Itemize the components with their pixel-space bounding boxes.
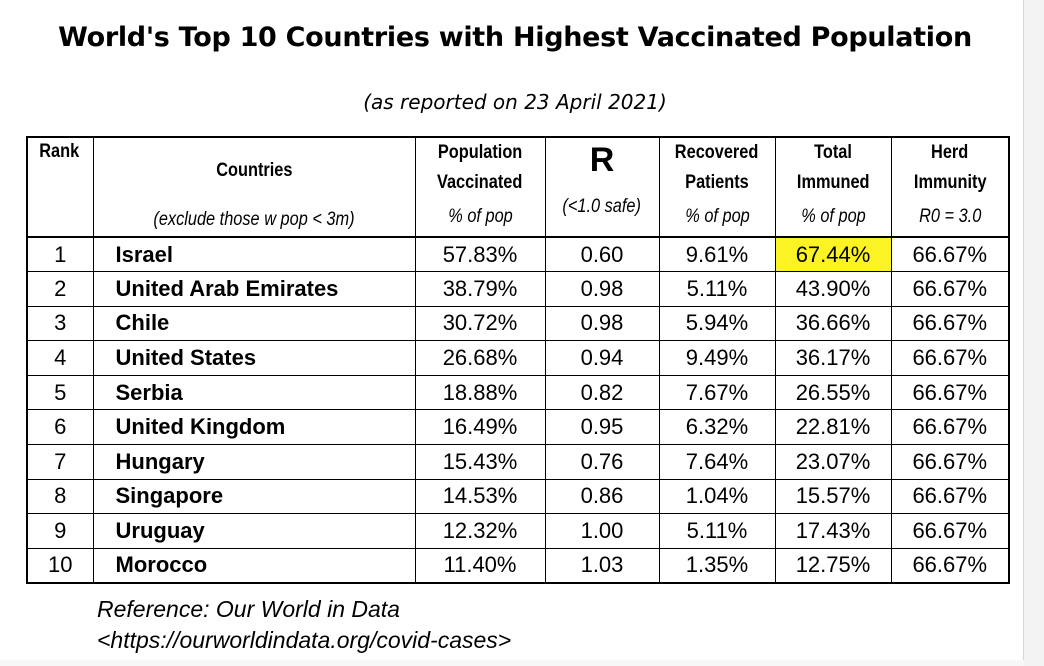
immuned-cell-highlighted: 67.44% <box>774 236 892 272</box>
vaccination-table: Rank Countries (exclude those w pop < 3m… <box>26 136 1010 584</box>
recovered-cell: 5.11% <box>658 513 776 549</box>
header-row: Rank Countries (exclude those w pop < 3m… <box>26 137 1010 237</box>
recovered-cell: 1.04% <box>658 478 776 514</box>
immuned-cell: 43.90% <box>774 271 892 307</box>
page-title: World's Top 10 Countries with Highest Va… <box>58 22 972 53</box>
r-cell: 0.82 <box>544 374 660 410</box>
herd-cell: 66.67% <box>890 236 1010 272</box>
herd-cell: 66.67% <box>890 444 1010 480</box>
header-r: R (<1.0 safe) <box>544 137 660 237</box>
table-row: 5 Serbia 18.88% 0.82 7.67% 26.55% 66.67% <box>26 374 1010 410</box>
rank-cell: 7 <box>26 444 94 480</box>
page-edge-bottom <box>0 660 1024 666</box>
table-row: 7 Hungary 15.43% 0.76 7.64% 23.07% 66.67… <box>26 444 1010 480</box>
r-cell: 1.00 <box>544 513 660 549</box>
herd-cell: 66.67% <box>890 547 1010 583</box>
table-row: 10 Morocco 11.40% 1.03 1.35% 12.75% 66.6… <box>26 547 1010 583</box>
herd-cell: 66.67% <box>890 374 1010 410</box>
r-cell: 0.98 <box>544 305 660 341</box>
rank-cell: 5 <box>26 374 94 410</box>
immuned-cell: 26.55% <box>774 374 892 410</box>
recovered-cell: 1.35% <box>658 547 776 583</box>
immuned-cell: 36.66% <box>774 305 892 341</box>
header-total-immuned: Total Immuned % of pop <box>774 137 892 237</box>
reference-source: Reference: Our World in Data <box>97 596 400 622</box>
r-cell: 1.03 <box>544 547 660 583</box>
rank-cell: 4 <box>26 340 94 376</box>
immuned-cell: 23.07% <box>774 444 892 480</box>
immuned-cell: 12.75% <box>774 547 892 583</box>
country-cell: Singapore <box>92 478 416 514</box>
vaccinated-cell: 26.68% <box>414 340 546 376</box>
immuned-cell: 36.17% <box>774 340 892 376</box>
recovered-cell: 6.32% <box>658 409 776 445</box>
table-row: 6 United Kingdom 16.49% 0.95 6.32% 22.81… <box>26 409 1010 445</box>
table-row: 8 Singapore 14.53% 0.86 1.04% 15.57% 66.… <box>26 478 1010 514</box>
table-row: 4 United States 26.68% 0.94 9.49% 36.17%… <box>26 340 1010 376</box>
table-row: 1 Israel 57.83% 0.60 9.61% 67.44% 66.67% <box>26 236 1010 272</box>
herd-cell: 66.67% <box>890 340 1010 376</box>
r-cell: 0.94 <box>544 340 660 376</box>
herd-cell: 66.67% <box>890 409 1010 445</box>
r-cell: 0.76 <box>544 444 660 480</box>
reference-link[interactable]: <https://ourworldindata.org/covid-cases> <box>97 627 512 653</box>
recovered-cell: 9.49% <box>658 340 776 376</box>
rank-cell: 1 <box>26 236 94 272</box>
immuned-cell: 15.57% <box>774 478 892 514</box>
country-cell: United Arab Emirates <box>92 271 416 307</box>
r-cell: 0.86 <box>544 478 660 514</box>
country-cell: Israel <box>92 236 416 272</box>
vaccinated-cell: 14.53% <box>414 478 546 514</box>
country-cell: Morocco <box>92 547 416 583</box>
r-cell: 0.95 <box>544 409 660 445</box>
vaccinated-cell: 18.88% <box>414 374 546 410</box>
vaccinated-cell: 15.43% <box>414 444 546 480</box>
recovered-cell: 5.11% <box>658 271 776 307</box>
rank-cell: 9 <box>26 513 94 549</box>
rank-cell: 10 <box>26 547 94 583</box>
header-herd-immunity: Herd Immunity R0 = 3.0 <box>890 137 1010 237</box>
header-countries: Countries (exclude those w pop < 3m) <box>92 137 416 237</box>
rank-cell: 3 <box>26 305 94 341</box>
vaccinated-cell: 12.32% <box>414 513 546 549</box>
country-cell: Uruguay <box>92 513 416 549</box>
reference-note: Reference: Our World in Data <https://ou… <box>97 594 511 656</box>
immuned-cell: 22.81% <box>774 409 892 445</box>
header-recovered-patients: Recovered Patients % of pop <box>658 137 776 237</box>
country-cell: Chile <box>92 305 416 341</box>
recovered-cell: 9.61% <box>658 236 776 272</box>
table-row: 2 United Arab Emirates 38.79% 0.98 5.11%… <box>26 271 1010 307</box>
page-edge <box>1023 0 1044 666</box>
country-cell: Serbia <box>92 374 416 410</box>
herd-cell: 66.67% <box>890 271 1010 307</box>
country-cell: United States <box>92 340 416 376</box>
recovered-cell: 7.64% <box>658 444 776 480</box>
country-cell: Hungary <box>92 444 416 480</box>
immuned-cell: 17.43% <box>774 513 892 549</box>
vaccinated-cell: 38.79% <box>414 271 546 307</box>
vaccinated-cell: 30.72% <box>414 305 546 341</box>
rank-cell: 8 <box>26 478 94 514</box>
herd-cell: 66.67% <box>890 305 1010 341</box>
herd-cell: 66.67% <box>890 513 1010 549</box>
rank-cell: 2 <box>26 271 94 307</box>
vaccinated-cell: 57.83% <box>414 236 546 272</box>
header-rank: Rank <box>26 137 94 237</box>
r-cell: 0.98 <box>544 271 660 307</box>
page-subtitle: (as reported on 23 April 2021) <box>363 90 667 114</box>
header-population-vaccinated: Population Vaccinated % of pop <box>414 137 546 237</box>
vaccinated-cell: 11.40% <box>414 547 546 583</box>
country-cell: United Kingdom <box>92 409 416 445</box>
table-row: 3 Chile 30.72% 0.98 5.94% 36.66% 66.67% <box>26 305 1010 341</box>
recovered-cell: 7.67% <box>658 374 776 410</box>
herd-cell: 66.67% <box>890 478 1010 514</box>
rank-cell: 6 <box>26 409 94 445</box>
r-cell: 0.60 <box>544 236 660 272</box>
vaccinated-cell: 16.49% <box>414 409 546 445</box>
table-row: 9 Uruguay 12.32% 1.00 5.11% 17.43% 66.67… <box>26 513 1010 549</box>
recovered-cell: 5.94% <box>658 305 776 341</box>
